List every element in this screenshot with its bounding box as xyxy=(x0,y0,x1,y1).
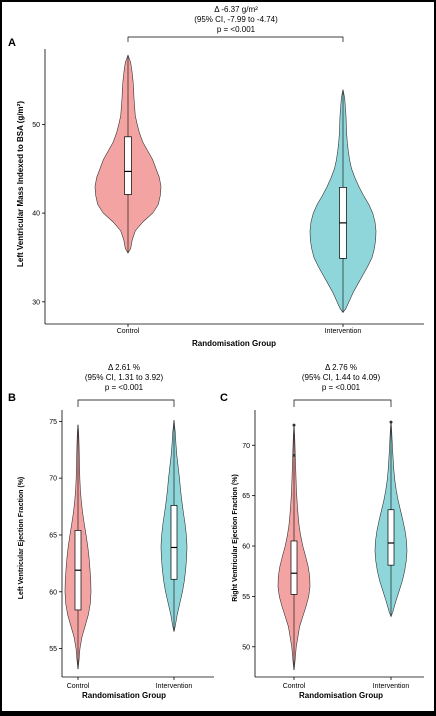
y-tick-label-a: 50 xyxy=(32,122,40,129)
x-tick-label-c: Control xyxy=(283,683,306,690)
x-axis-title-a: Randomisation Group xyxy=(192,339,276,348)
annotation-a: Δ -6.37 g/m² (95% CI, -7.99 to -4.74) p … xyxy=(194,5,278,34)
iqr-box-control-c xyxy=(290,540,298,595)
y-axis-title-b: Left Ventricular Ejection Fraction (%) xyxy=(18,477,25,600)
x-axis-title-b: Randomisation Group xyxy=(82,691,166,700)
significance-bracket-b xyxy=(77,399,175,407)
y-tick-label-c: 70 xyxy=(242,443,250,450)
x-tick-label-b: Intervention xyxy=(156,683,193,690)
y-tick-label-c: 60 xyxy=(242,544,250,551)
outlier-point-c xyxy=(292,423,296,427)
panel-letter-b: B xyxy=(8,392,16,404)
significance-bracket-c xyxy=(293,399,392,407)
y-axis-title-a: Left Ventricular Mass Indexed to BSA (g/… xyxy=(16,101,25,267)
panel-b: B Δ 2.61 % (95% CI, 1.31 to 3.92) p = <0… xyxy=(8,363,214,700)
panel-a: A Δ -6.37 g/m² (95% CI, -7.99 to -4.74) … xyxy=(8,5,424,348)
annotation-b: Δ 2.61 % (95% CI, 1.31 to 3.92) p = <0.0… xyxy=(85,363,164,392)
outlier-point-c xyxy=(292,453,296,457)
y-tick-label-b: 65 xyxy=(49,532,57,539)
annotation-c-p: p = <0.001 xyxy=(322,383,361,392)
y-tick-label-c: 50 xyxy=(242,644,250,651)
iqr-box-intervention-b xyxy=(170,505,178,580)
x-tick-label-a: Control xyxy=(117,328,140,335)
iqr-box-control-a xyxy=(124,136,132,195)
annotation-a-p: p = <0.001 xyxy=(217,25,256,34)
annotation-b-delta: Δ 2.61 % xyxy=(108,363,140,372)
iqr-box-intervention-c xyxy=(387,509,395,566)
annotation-c-ci: (95% CI, 1.44 to 4.09) xyxy=(302,373,381,382)
y-axis-title-c: Right Ventricular Ejection Fraction (%) xyxy=(232,474,239,602)
annotation-a-ci: (95% CI, -7.99 to -4.74) xyxy=(194,15,278,24)
y-tick-label-b: 55 xyxy=(49,646,57,653)
y-tick-label-c: 65 xyxy=(242,493,250,500)
outlier-point-c xyxy=(389,420,393,424)
y-tick-label-b: 70 xyxy=(49,476,57,483)
x-tick-label-a: Intervention xyxy=(325,328,362,335)
x-axis-title-c: Randomisation Group xyxy=(299,691,383,700)
annotation-c-delta: Δ 2.76 % xyxy=(325,363,357,372)
annotation-b-p: p = <0.001 xyxy=(105,383,144,392)
panel-letter-c: C xyxy=(220,392,228,404)
x-tick-label-c: Intervention xyxy=(373,683,410,690)
panel-letter-a: A xyxy=(8,37,16,49)
y-tick-label-a: 40 xyxy=(32,211,40,218)
annotation-c: Δ 2.76 % (95% CI, 1.44 to 4.09) p = <0.0… xyxy=(302,363,381,392)
panel-c: C Δ 2.76 % (95% CI, 1.44 to 4.09) p = <0… xyxy=(220,363,424,700)
x-tick-label-b: Control xyxy=(67,683,90,690)
annotation-a-delta: Δ -6.37 g/m² xyxy=(214,5,258,14)
significance-bracket-a xyxy=(127,36,344,42)
y-tick-label-c: 55 xyxy=(242,594,250,601)
y-tick-label-a: 30 xyxy=(32,299,40,306)
y-tick-label-b: 75 xyxy=(49,419,57,426)
y-tick-label-b: 60 xyxy=(49,589,57,596)
annotation-b-ci: (95% CI, 1.31 to 3.92) xyxy=(85,373,164,382)
